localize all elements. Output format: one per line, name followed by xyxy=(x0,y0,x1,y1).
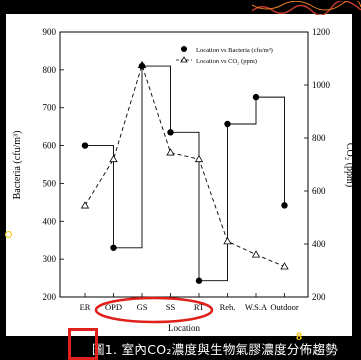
co2-point xyxy=(194,154,204,163)
chart-panel xyxy=(6,14,352,336)
bacteria-point xyxy=(110,244,117,251)
legend-co2-marker xyxy=(180,56,188,63)
x-axis-label: Location xyxy=(168,323,200,333)
x-tick-label: GS xyxy=(137,302,148,312)
co2-point xyxy=(251,250,261,258)
right-tick-label: 600 xyxy=(312,186,326,196)
co2-point xyxy=(166,148,175,156)
co2-point xyxy=(80,201,90,209)
legend-co2-label: Location vs CO₂ (ppm) xyxy=(196,58,257,65)
bacteria-point xyxy=(252,93,260,101)
right-tick-label: 800 xyxy=(312,133,326,143)
left-tick-label: 500 xyxy=(43,178,57,188)
left-tick-label: 300 xyxy=(43,254,57,264)
bacteria-step-line xyxy=(85,65,285,282)
legend-bacteria-marker xyxy=(181,46,187,52)
left-tick-label: 600 xyxy=(43,141,57,151)
left-tick-label: 400 xyxy=(43,216,57,226)
right-tick-label: 1200 xyxy=(312,27,331,37)
y-axis-label-right: CO₂ (ppm) xyxy=(344,143,355,187)
figure-caption: 圖1. 室內CO₂濃度與生物氣膠濃度分佈趨勢 xyxy=(92,342,339,357)
series-layer xyxy=(80,60,289,284)
co2-dashed-line xyxy=(84,63,285,267)
x-tick-label: Outdoor xyxy=(270,302,299,312)
right-tick-label: 1000 xyxy=(312,80,331,90)
bacteria-point xyxy=(281,202,288,209)
legend-bacteria-label: Location vs Bacteria (cfu/m³) xyxy=(196,47,273,54)
x-tick-label: Reh. xyxy=(220,302,236,312)
y-axis-label-left: Bacteria (cfu/m³) xyxy=(12,131,23,200)
decorative-graphic xyxy=(251,0,361,16)
bacteria-point xyxy=(224,120,231,128)
figure-caption-bar: 圖1. 室內CO₂濃度與生物氣膠濃度分佈趨勢 xyxy=(0,336,361,360)
page-number: 8 xyxy=(296,331,303,343)
legend: Location vs Bacteria (cfu/m³) Location v… xyxy=(176,46,273,65)
bacteria-point xyxy=(167,129,174,136)
left-tick-label: 200 xyxy=(43,292,57,302)
x-tick-label: RT xyxy=(194,302,205,312)
x-tick-label: W.S.A xyxy=(245,302,268,312)
x-axis: ER OPD GS SS RT Reh. W.S.A Outdoor xyxy=(80,293,299,312)
left-tick-label: 700 xyxy=(43,103,57,113)
right-tick-label: 200 xyxy=(312,292,326,302)
x-tick-label: ER xyxy=(80,302,91,312)
right-tick-label: 400 xyxy=(312,239,326,249)
caption-highlight-box xyxy=(68,328,98,360)
x-tick-label: OPD xyxy=(105,302,122,312)
co2-point xyxy=(280,262,289,270)
left-tick-label: 800 xyxy=(43,65,57,75)
bacteria-point xyxy=(81,142,89,149)
highlight-ellipse xyxy=(94,296,214,324)
co2-point xyxy=(223,237,232,245)
co2-point xyxy=(109,154,118,163)
decorative-ring-icon xyxy=(5,231,12,238)
x-tick-label: SS xyxy=(166,302,176,312)
left-axis: 200 300 400 500 600 700 800 900 xyxy=(43,27,64,302)
right-axis: 200 400 600 800 1000 1200 xyxy=(304,27,331,302)
bacteria-point xyxy=(195,277,203,284)
plot-frame xyxy=(59,31,309,298)
left-tick-label: 900 xyxy=(43,27,57,37)
bacteria-point xyxy=(138,62,146,70)
